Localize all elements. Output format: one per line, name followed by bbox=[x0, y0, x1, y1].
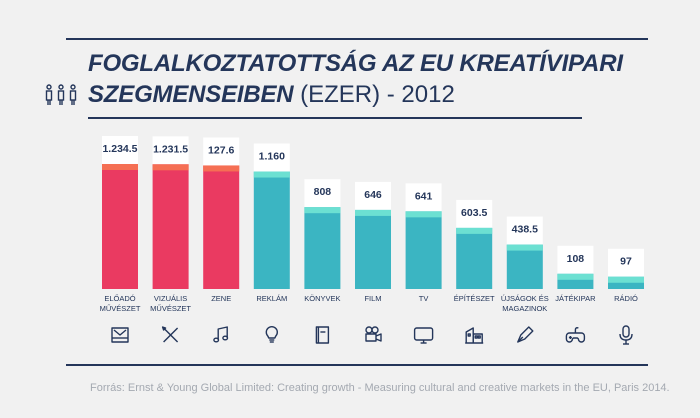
chart-title-line2: SZEGMENSEIBEN (EZER) - 2012 bbox=[88, 81, 455, 109]
category-label: ELŐADÓ bbox=[104, 294, 135, 303]
stage-icon bbox=[111, 327, 129, 343]
title-rule bbox=[88, 117, 582, 119]
value-label: 603.5 bbox=[461, 207, 487, 219]
bar-top-stripe bbox=[102, 164, 138, 170]
chart-title-light-part: (EZER) - 2012 bbox=[293, 81, 455, 108]
tv-icon bbox=[413, 327, 434, 344]
bar bbox=[405, 211, 442, 289]
category-label: MŰVÉSZET bbox=[150, 304, 191, 313]
category-label: FILM bbox=[364, 294, 381, 303]
top-rule bbox=[66, 38, 648, 40]
value-label: 438.5 bbox=[512, 224, 538, 236]
bar-top-stripe bbox=[253, 171, 290, 178]
bar-top-stripe bbox=[203, 165, 240, 172]
category-label: JÁTÉKIPAR bbox=[555, 294, 596, 303]
bar-top-stripe bbox=[557, 273, 594, 280]
category-label: MAGAZINOK bbox=[502, 304, 547, 313]
bar bbox=[203, 165, 240, 289]
bar-top-stripe bbox=[405, 211, 442, 218]
category-label: MŰVÉSZET bbox=[100, 304, 141, 313]
value-label: 97 bbox=[620, 256, 632, 268]
lightbulb-icon bbox=[265, 326, 278, 343]
bar bbox=[253, 171, 290, 289]
value-label: 1.231.5 bbox=[153, 143, 188, 155]
category-label: VIZUÁLIS bbox=[154, 294, 187, 303]
value-label: 808 bbox=[314, 186, 332, 198]
bar-top-stripe bbox=[152, 164, 189, 171]
bar bbox=[506, 244, 543, 289]
value-label: 127.6 bbox=[208, 144, 234, 156]
value-label: 1.234.5 bbox=[102, 143, 137, 155]
value-label: 641 bbox=[415, 190, 433, 202]
bar bbox=[355, 209, 391, 289]
bar bbox=[304, 207, 341, 289]
category-label: ÉPÍTÉSZET bbox=[454, 294, 495, 303]
pen-nib-icon bbox=[517, 326, 534, 343]
source-note: Forrás: Ernst & Young Global Limited: Cr… bbox=[90, 382, 670, 394]
category-label: KÖNYVEK bbox=[304, 294, 340, 303]
film-camera-icon bbox=[365, 326, 382, 342]
bottom-rule bbox=[66, 364, 648, 366]
bar bbox=[456, 227, 493, 289]
gamepad-icon bbox=[565, 327, 586, 343]
value-label: 1.160 bbox=[259, 151, 285, 163]
category-label: RÁDIÓ bbox=[614, 294, 638, 303]
value-label: 108 bbox=[567, 253, 585, 265]
category-label: REKLÁM bbox=[256, 294, 287, 303]
bar bbox=[152, 164, 189, 289]
bar-top-stripe bbox=[304, 207, 341, 214]
book-icon bbox=[315, 326, 330, 344]
music-note-icon bbox=[213, 326, 229, 343]
chart-title-line1: FOGLALKOZTATOTTSÁG AZ EU KREATÍVIPARI bbox=[88, 50, 623, 77]
bar-chart: 1.234.5ELŐADÓMŰVÉSZET1.231.5VIZUÁLISMŰVÉ… bbox=[100, 136, 644, 345]
category-label: TV bbox=[419, 294, 429, 303]
bar-top-stripe bbox=[456, 227, 493, 234]
category-label: ÚJSÁGOK ÉS bbox=[501, 294, 549, 303]
chart-title-bold-part: SZEGMENSEIBEN bbox=[88, 81, 294, 108]
microphone-icon bbox=[619, 325, 633, 345]
people-icon bbox=[45, 84, 77, 105]
value-label: 646 bbox=[364, 189, 382, 201]
bar bbox=[102, 164, 138, 289]
bar-top-stripe bbox=[608, 276, 644, 283]
bar-top-stripe bbox=[506, 244, 543, 251]
bar-top-stripe bbox=[355, 209, 391, 216]
category-label: ZENE bbox=[211, 294, 231, 303]
brush-pencil-icon bbox=[161, 326, 179, 343]
building-icon bbox=[465, 327, 484, 344]
